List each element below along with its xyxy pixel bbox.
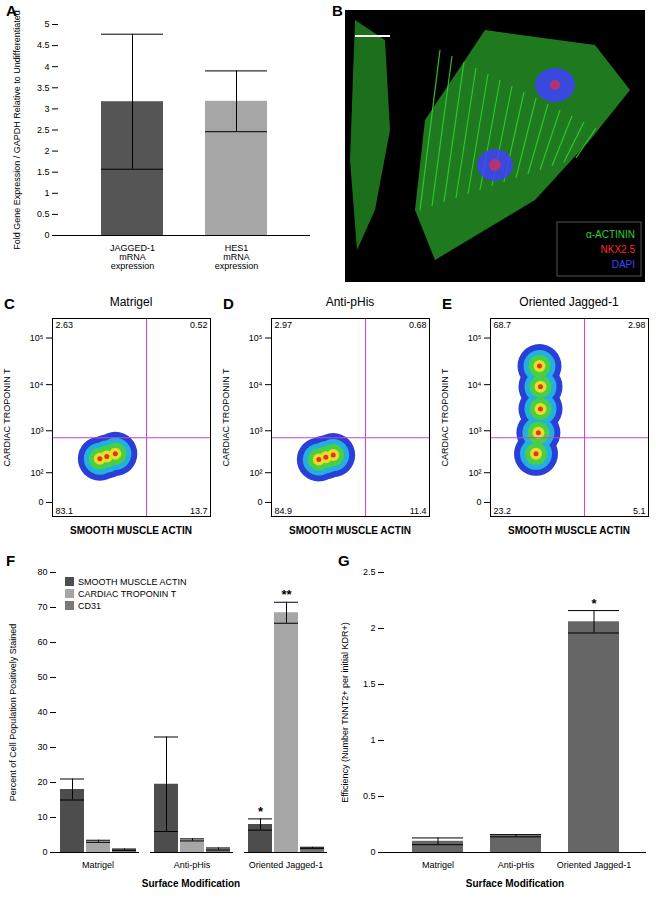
html-text:F: F	[6, 552, 16, 569]
svg-text:84.9: 84.9	[275, 506, 293, 516]
svg-text:2: 2	[370, 623, 375, 633]
svg-text:0.5: 0.5	[37, 209, 50, 219]
svg-text:10³: 10³	[30, 426, 43, 436]
svg-text:JAGGED-1mRNAexpression: JAGGED-1mRNAexpression	[110, 243, 155, 271]
svg-text:0: 0	[370, 847, 375, 857]
svg-text:11.4: 11.4	[410, 506, 427, 516]
html-text:D: D	[223, 295, 234, 312]
svg-text:3.5: 3.5	[37, 83, 50, 93]
svg-text:4: 4	[44, 62, 49, 72]
svg-text:60: 60	[37, 637, 47, 647]
svg-text:10⁴: 10⁴	[30, 380, 44, 390]
svg-text:Efficiency (Number TNNT2+ per: Efficiency (Number TNNT2+ per initial KD…	[340, 622, 350, 803]
svg-text:10⁴: 10⁴	[468, 380, 482, 390]
svg-text:2.63: 2.63	[56, 320, 74, 330]
svg-text:Anti-pHis: Anti-pHis	[498, 860, 535, 870]
svg-text:NKX2.5: NKX2.5	[601, 244, 636, 255]
svg-text:Percent of Cell Population Pos: Percent of Cell Population Positively St…	[8, 624, 18, 802]
svg-text:Anti-pHis: Anti-pHis	[174, 860, 211, 870]
html-text:CD31: CD31	[78, 601, 101, 611]
svg-text:10⁵: 10⁵	[249, 333, 263, 343]
svg-text:Matrigel: Matrigel	[82, 860, 114, 870]
html-text:C: C	[4, 295, 15, 312]
svg-text:2.98: 2.98	[628, 320, 646, 330]
svg-text:13.7: 13.7	[190, 506, 208, 516]
svg-text:68.7: 68.7	[494, 320, 512, 330]
svg-text:10³: 10³	[249, 426, 262, 436]
svg-text:30: 30	[37, 742, 47, 752]
svg-text:5.1: 5.1	[633, 506, 646, 516]
html-text:CARDIAC TROPONIN T: CARDIAC TROPONIN T	[78, 589, 177, 599]
svg-text:83.1: 83.1	[56, 506, 74, 516]
svg-text:10²: 10²	[468, 468, 481, 478]
svg-text:Oriented Jagged-1: Oriented Jagged-1	[557, 860, 632, 870]
svg-text:70: 70	[37, 602, 47, 612]
svg-text:40: 40	[37, 707, 47, 717]
svg-text:10⁵: 10⁵	[30, 333, 44, 343]
html-text:SMOOTH MUSCLE ACTIN: SMOOTH MUSCLE ACTIN	[289, 525, 411, 536]
svg-text:DAPI: DAPI	[612, 259, 635, 270]
svg-text:23.2: 23.2	[494, 506, 512, 516]
svg-text:4.5: 4.5	[37, 40, 50, 50]
svg-text:0: 0	[476, 497, 481, 507]
html-text:B: B	[332, 2, 343, 19]
svg-text:20: 20	[37, 777, 47, 787]
svg-text:0: 0	[42, 847, 47, 857]
html-text:Oriented Jagged-1: Oriented Jagged-1	[519, 295, 619, 309]
svg-text:2.5: 2.5	[37, 125, 50, 135]
svg-text:1.5: 1.5	[37, 167, 50, 177]
html-text:Surface Modification: Surface Modification	[141, 878, 241, 889]
html-text:SMOOTH MUSCLE ACTIN: SMOOTH MUSCLE ACTIN	[508, 525, 630, 536]
svg-text:α-ACTININ: α-ACTININ	[586, 229, 635, 240]
html-text:E: E	[442, 295, 452, 312]
svg-text:10³: 10³	[468, 426, 481, 436]
svg-text:1.5: 1.5	[363, 679, 376, 689]
svg-text:3: 3	[44, 104, 49, 114]
svg-text:2.5: 2.5	[363, 567, 376, 577]
html-text:SMOOTH MUSCLE ACTIN: SMOOTH MUSCLE ACTIN	[70, 525, 192, 536]
svg-text:10²: 10²	[30, 468, 43, 478]
svg-text:0.68: 0.68	[409, 320, 427, 330]
svg-text:80: 80	[37, 567, 47, 577]
svg-text:**: **	[281, 587, 292, 602]
svg-text:0.52: 0.52	[190, 320, 208, 330]
svg-text:10⁵: 10⁵	[468, 333, 482, 343]
svg-text:10: 10	[37, 812, 47, 822]
svg-text:1: 1	[44, 188, 49, 198]
svg-text:10²: 10²	[249, 468, 262, 478]
svg-text:2: 2	[44, 146, 49, 156]
svg-text:CARDIAC TROPONIN T: CARDIAC TROPONIN T	[221, 368, 231, 467]
svg-text:0.5: 0.5	[363, 791, 376, 801]
svg-text:Oriented Jagged-1: Oriented Jagged-1	[249, 860, 324, 870]
svg-text:0: 0	[44, 230, 49, 240]
html-text:Surface Modification: Surface Modification	[465, 878, 565, 889]
html-text:A: A	[6, 2, 17, 19]
svg-text:*: *	[591, 596, 597, 611]
html-text:SMOOTH MUSCLE ACTIN: SMOOTH MUSCLE ACTIN	[78, 577, 187, 587]
svg-text:1: 1	[370, 735, 375, 745]
svg-text:10⁴: 10⁴	[249, 380, 263, 390]
html-text:Matrigel: Matrigel	[109, 295, 153, 309]
html-text:Anti-pHis: Anti-pHis	[325, 295, 375, 309]
svg-text:2.97: 2.97	[275, 320, 293, 330]
svg-text:0: 0	[257, 497, 262, 507]
svg-text:*: *	[258, 804, 264, 819]
svg-text:CARDIAC TROPONIN T: CARDIAC TROPONIN T	[2, 368, 12, 467]
svg-text:0: 0	[38, 497, 43, 507]
svg-text:HES1mRNAexpression: HES1mRNAexpression	[215, 243, 259, 271]
svg-text:5: 5	[44, 19, 49, 29]
svg-text:CARDIAC TROPONIN T: CARDIAC TROPONIN T	[440, 368, 450, 467]
html-text:G: G	[338, 552, 350, 569]
svg-text:Fold Gene Expression / GAPDH R: Fold Gene Expression / GAPDH Relative to…	[12, 10, 22, 249]
svg-text:Matrigel: Matrigel	[422, 860, 454, 870]
svg-text:50: 50	[37, 672, 47, 682]
